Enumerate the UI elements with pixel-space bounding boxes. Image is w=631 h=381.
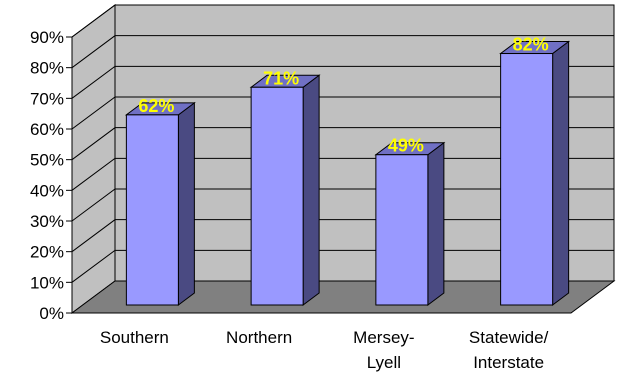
gridline [71, 4, 614, 38]
y-tick-label: 0% [39, 304, 64, 323]
bar [250, 86, 304, 306]
gridline [71, 35, 614, 69]
y-tick-label: 80% [30, 59, 64, 78]
x-tick-label: Interstate [473, 353, 544, 372]
bar-side [177, 101, 195, 306]
data-label: 49% [388, 136, 424, 156]
y-tick-label: 30% [30, 212, 64, 231]
bar-side [427, 141, 445, 306]
data-label: 71% [263, 68, 299, 88]
x-tick-label: Southern [100, 328, 169, 347]
y-tick-label: 40% [30, 181, 64, 200]
gridline [71, 65, 614, 99]
bar-side [302, 74, 320, 306]
data-label: 82% [513, 35, 549, 55]
y-tick-label: 60% [30, 120, 64, 139]
y-tick-label: 10% [30, 273, 64, 292]
y-tick-label: 20% [30, 243, 64, 262]
y-tick-label: 70% [30, 89, 64, 108]
gridline [71, 96, 614, 130]
x-tick-label: Mersey- [353, 328, 414, 347]
gridline [71, 188, 614, 222]
gridline [71, 249, 614, 283]
gridline [71, 219, 614, 253]
x-tick-label: Lyell [367, 353, 401, 372]
bar [125, 114, 179, 306]
y-tick-label: 50% [30, 151, 64, 170]
gridline [71, 157, 614, 191]
x-tick-label: Statewide/ [469, 328, 549, 347]
data-label: 62% [138, 96, 174, 116]
bar-side [552, 40, 570, 306]
bar [500, 53, 554, 306]
x-tick-label: Northern [226, 328, 292, 347]
bar [375, 154, 429, 306]
y-tick-label: 90% [30, 28, 64, 47]
gridline [71, 127, 614, 161]
